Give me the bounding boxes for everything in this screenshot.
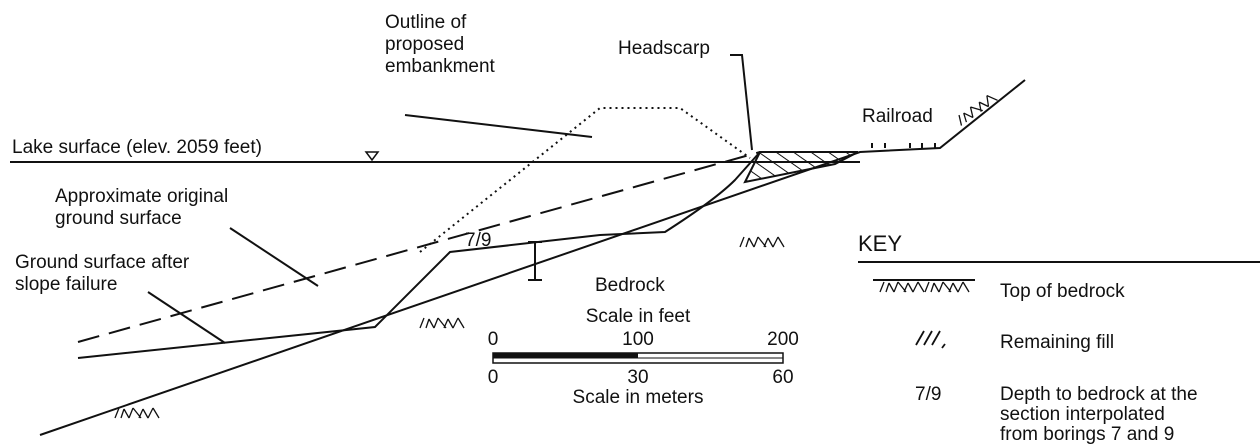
embankment-outline [419,107,751,253]
boring-depth [528,241,542,281]
scale-tick: 200 [767,329,799,350]
key-label: Depth to bedrock at the section interpol… [1000,384,1203,445]
remaining-fill [743,151,859,184]
scale-tick: 0 [488,329,499,350]
key-fill-symbol [915,330,946,349]
leader [730,54,753,151]
scale-title: Scale in meters [573,387,704,408]
ground-after-label: Ground surface after slope failure [15,252,195,295]
key-rock [879,281,925,293]
scale-tick: 30 [627,367,648,388]
leader [404,114,593,138]
leader [147,291,226,344]
scale-tick: 100 [622,329,654,350]
scale-title: Scale in feet [586,306,691,327]
original-ground-label: Approximate original ground surface [55,186,233,229]
scale-tick: 0 [488,367,499,388]
ground-after-failure [77,151,761,359]
water-symbol [364,151,380,162]
key-label: Top of bedrock [1000,281,1125,302]
railroad-ties [871,143,936,148]
key-title: KEY [858,231,902,256]
headscarp-label: Headscarp [618,38,710,59]
lake-label: Lake surface (elev. 2059 feet) [12,137,262,158]
key-rock [924,281,970,293]
key-symbol: 7/9 [915,384,941,405]
original-ground [77,151,761,343]
bedrock-line [39,79,1026,436]
scale-bar-fill [493,353,638,358]
key-label: Remaining fill [1000,332,1114,353]
leader [229,227,319,287]
bedrock-label: Bedrock [595,275,665,296]
railroad-label: Railroad [862,106,933,127]
scale-tick: 60 [772,367,793,388]
boring-label: 7/9 [465,230,491,251]
embankment-label: Outline of proposed embankment [385,12,496,77]
